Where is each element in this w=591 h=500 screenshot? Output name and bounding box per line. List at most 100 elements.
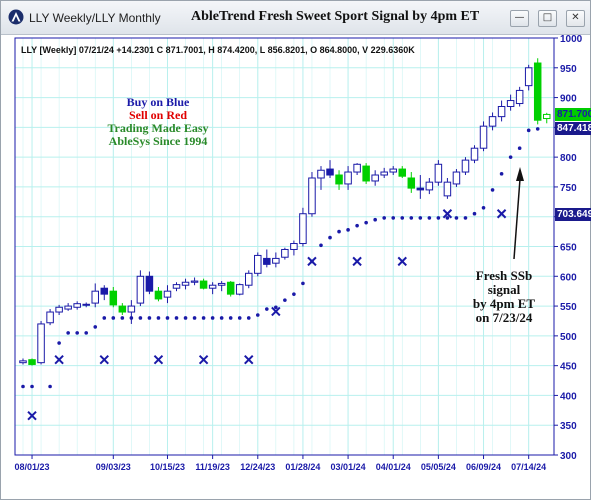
candle — [235, 283, 244, 296]
candle — [254, 252, 262, 277]
candle-body — [172, 284, 181, 289]
candle — [46, 309, 54, 326]
signal-x-marker — [198, 354, 209, 365]
maximize-button[interactable]: □ — [538, 10, 557, 27]
x-stroke — [442, 209, 453, 219]
candle-body — [443, 181, 452, 197]
candle-body — [263, 257, 271, 265]
stop-dot — [337, 229, 341, 234]
legend-line-sell: Sell on Red — [128, 108, 187, 122]
window-title: LLY Weekly/LLY Monthly — [29, 11, 161, 25]
candle — [362, 163, 370, 184]
candle-body — [181, 281, 190, 286]
stop-dot — [57, 341, 61, 345]
stop-dot — [382, 216, 387, 220]
candle-body — [91, 290, 99, 304]
candle-body — [28, 359, 36, 365]
arrow-head-icon — [516, 167, 524, 181]
close-button[interactable]: ✕ — [566, 10, 585, 27]
candle — [443, 177, 452, 199]
signal-markers — [27, 209, 507, 421]
candle-body — [217, 282, 226, 286]
candle — [245, 270, 253, 289]
candle — [127, 300, 136, 324]
candle-body — [542, 113, 551, 120]
y-tick-label: 400 — [560, 391, 577, 402]
candle-body — [37, 323, 45, 364]
candle — [73, 301, 81, 310]
x-tick-label: 05/05/24 — [421, 462, 456, 472]
stop-dots — [21, 127, 540, 389]
candle — [533, 58, 542, 125]
stop-dot — [174, 316, 179, 320]
stop-dot — [165, 316, 170, 320]
stop-dot — [328, 235, 332, 240]
y-tick-label: 800 — [560, 153, 577, 164]
stop-dot — [21, 384, 25, 389]
stop-dot — [84, 331, 89, 335]
stop-dot — [265, 307, 269, 311]
signal-x-marker — [352, 256, 362, 267]
candle — [371, 170, 379, 186]
candle — [118, 303, 127, 316]
candle — [64, 303, 72, 311]
stop-dot — [508, 155, 513, 159]
signal-x-marker — [54, 354, 64, 365]
candle — [317, 166, 325, 190]
y-tick-label: 1000 — [560, 34, 583, 45]
stop-dot — [274, 305, 278, 310]
signal-x-marker — [397, 256, 407, 267]
y-tick-label: 650 — [560, 243, 577, 254]
candle — [272, 252, 280, 268]
minimize-button[interactable]: — — [510, 10, 529, 27]
stop-dot — [283, 298, 287, 302]
x-tick-label: 04/01/24 — [376, 462, 411, 472]
candle-body — [55, 306, 63, 313]
signal-price-label: 703.649 — [555, 208, 591, 222]
candle — [100, 285, 109, 301]
x-stroke — [153, 354, 164, 365]
candlesticks — [19, 58, 551, 366]
x-stroke — [244, 354, 254, 365]
x-tick-label: 01/28/24 — [285, 462, 320, 472]
x-stroke — [307, 256, 317, 267]
candle — [425, 177, 434, 195]
stop-dot — [526, 128, 531, 133]
stop-dot — [355, 223, 359, 228]
stop-dot — [373, 217, 377, 222]
stop-dot — [364, 220, 368, 225]
title-bar[interactable]: LLY Weekly/LLY Monthly AbleTrend Fresh S… — [1, 1, 590, 35]
candle — [434, 160, 443, 186]
x-tick-label: 12/24/23 — [240, 462, 275, 472]
candle-body — [19, 360, 27, 364]
candle-body — [317, 169, 325, 179]
stop-dot — [499, 172, 504, 176]
last-price-label: 871.700 — [555, 107, 591, 121]
stop-dot — [192, 316, 197, 320]
candle-body — [497, 106, 506, 118]
x-tick-label: 11/19/23 — [195, 462, 230, 472]
x-stroke — [496, 209, 507, 219]
candle-body — [470, 147, 479, 161]
candle-body — [416, 187, 425, 191]
candle-body — [154, 290, 163, 300]
candle — [344, 166, 352, 190]
stop-dot — [301, 281, 305, 286]
stop-dot — [246, 316, 251, 320]
candle-body — [82, 303, 90, 306]
candle-body — [46, 311, 54, 324]
stop-dot — [93, 325, 98, 329]
legend-line-tagline: Trading Made Easy — [107, 121, 209, 135]
candle-body — [308, 177, 316, 215]
candle-body — [290, 243, 298, 250]
candle — [281, 247, 289, 260]
candle-body — [434, 163, 443, 183]
candle-body — [199, 280, 208, 289]
candle-body — [299, 213, 307, 245]
candle-body — [226, 281, 235, 295]
candle — [524, 64, 533, 91]
x-stroke — [397, 256, 407, 267]
candle-body — [461, 159, 470, 173]
